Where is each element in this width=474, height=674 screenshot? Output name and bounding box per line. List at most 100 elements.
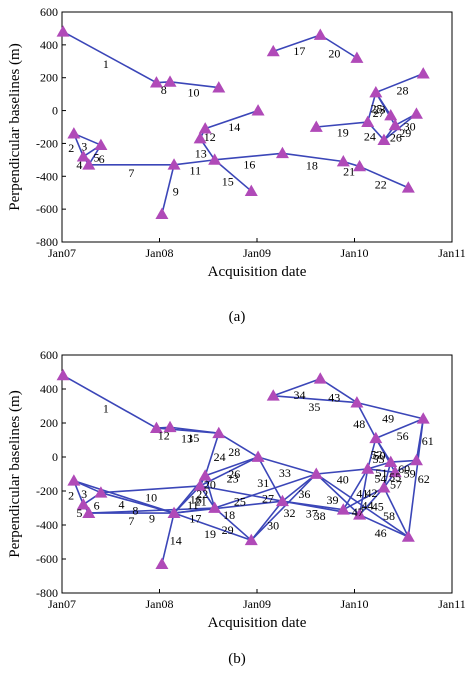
- acquisition-marker: [193, 479, 207, 491]
- y-tick-label: 600: [40, 5, 58, 19]
- acquisition-marker: [76, 150, 90, 162]
- connection-number: 35: [308, 400, 320, 414]
- connection-line: [356, 402, 377, 439]
- connection-number: 53: [373, 452, 385, 466]
- connection-number: 21: [343, 165, 355, 179]
- connection-number: 12: [204, 130, 216, 144]
- connection-line: [199, 485, 283, 502]
- acquisition-marker: [309, 467, 323, 479]
- acquisition-marker: [167, 506, 181, 518]
- connection-number: 37: [306, 506, 318, 520]
- acquisition-marker: [67, 474, 81, 486]
- connection-number: 11: [187, 498, 199, 512]
- connection-number: 41: [356, 486, 368, 500]
- connection-number: 43: [328, 390, 340, 404]
- connection-line: [250, 500, 284, 541]
- connection-line: [356, 401, 424, 420]
- connection-number: 16: [243, 158, 255, 172]
- connection-number: 10: [187, 86, 199, 100]
- connection-number: 3: [81, 487, 87, 501]
- acquisition-marker: [212, 81, 226, 93]
- acquisition-marker: [409, 107, 423, 119]
- connection-number: 25: [371, 101, 383, 115]
- y-tick-label: -800: [36, 235, 58, 249]
- acquisition-marker: [361, 462, 375, 474]
- acquisition-marker: [155, 207, 169, 219]
- acquisition-marker: [82, 506, 96, 518]
- connection-line: [218, 432, 259, 458]
- acquisition-marker: [244, 184, 258, 196]
- acquisition-marker: [251, 104, 265, 116]
- connection-line: [319, 34, 358, 59]
- connection-line: [250, 473, 317, 541]
- connection-number: 32: [283, 506, 295, 520]
- connection-line: [315, 473, 409, 538]
- connection-line: [342, 468, 369, 511]
- connection-number: 55: [389, 470, 401, 484]
- x-tick-label: Jan08: [146, 597, 174, 611]
- y-tick-label: 200: [40, 71, 58, 85]
- connection-number: 29: [399, 126, 411, 140]
- connection-number: 39: [326, 493, 338, 507]
- connection-number: 30: [404, 120, 416, 134]
- connection-number: 27: [373, 106, 385, 120]
- x-tick-label: Jan09: [243, 597, 271, 611]
- connection-number: 58: [383, 509, 395, 523]
- connection-number: 18: [306, 158, 318, 172]
- connection-number: 47: [352, 505, 364, 519]
- connection-number: 62: [418, 472, 430, 486]
- connection-line: [366, 92, 377, 123]
- connection-number: 5: [76, 506, 82, 520]
- connection-line: [214, 507, 252, 541]
- acquisition-marker: [82, 158, 96, 170]
- acquisition-marker: [155, 557, 169, 569]
- connection-number: 4: [118, 498, 124, 512]
- acquisition-marker: [401, 181, 415, 193]
- connection-number: 18: [223, 508, 235, 522]
- y-tick-label: 0: [52, 450, 58, 464]
- connection-number: 17: [189, 511, 201, 525]
- y-tick-label: 400: [40, 382, 58, 396]
- acquisition-marker: [212, 426, 226, 439]
- connection-number: 49: [382, 411, 394, 425]
- acquisition-marker: [56, 368, 70, 381]
- connection-line: [169, 426, 219, 434]
- connection-number: 1: [103, 402, 109, 416]
- acquisition-marker: [336, 503, 350, 515]
- connection-number: 57: [390, 478, 402, 492]
- connection-line: [62, 31, 157, 84]
- connection-number: 24: [214, 450, 226, 464]
- acquisition-marker: [350, 396, 364, 408]
- connection-number: 24: [364, 129, 376, 143]
- x-axis-label: Acquisition date: [208, 615, 307, 631]
- connection-line: [316, 468, 368, 475]
- acquisition-markers: [56, 25, 430, 219]
- connection-number: 22: [375, 177, 387, 191]
- connection-number: 38: [314, 509, 326, 523]
- connection-number: 8: [161, 83, 167, 97]
- connection-number: 26: [390, 131, 402, 145]
- x-tick-label: Jan11: [438, 246, 466, 260]
- connection-number: 4: [76, 158, 82, 172]
- y-tick-label: 0: [52, 104, 58, 118]
- x-tick-label: Jan10: [341, 597, 369, 611]
- connection-number: 34: [293, 388, 305, 402]
- connection-number: 15: [187, 431, 199, 445]
- connection-number: 6: [94, 498, 100, 512]
- connection-number: 13: [195, 147, 207, 161]
- connection-number: 46: [375, 526, 387, 540]
- connection-number: 5: [93, 151, 99, 165]
- connection-line: [342, 486, 385, 511]
- acquisition-marker: [313, 28, 327, 40]
- y-tick-label: -400: [36, 169, 58, 183]
- acquisition-marker: [384, 109, 398, 121]
- connection-line: [315, 473, 361, 516]
- x-tick-label: Jan10: [341, 246, 369, 260]
- connection-line: [319, 378, 358, 404]
- acquisition-marker: [377, 133, 391, 146]
- y-tick-label: 600: [40, 348, 58, 362]
- connection-number: 14: [228, 120, 240, 134]
- acquisition-marker: [67, 127, 81, 139]
